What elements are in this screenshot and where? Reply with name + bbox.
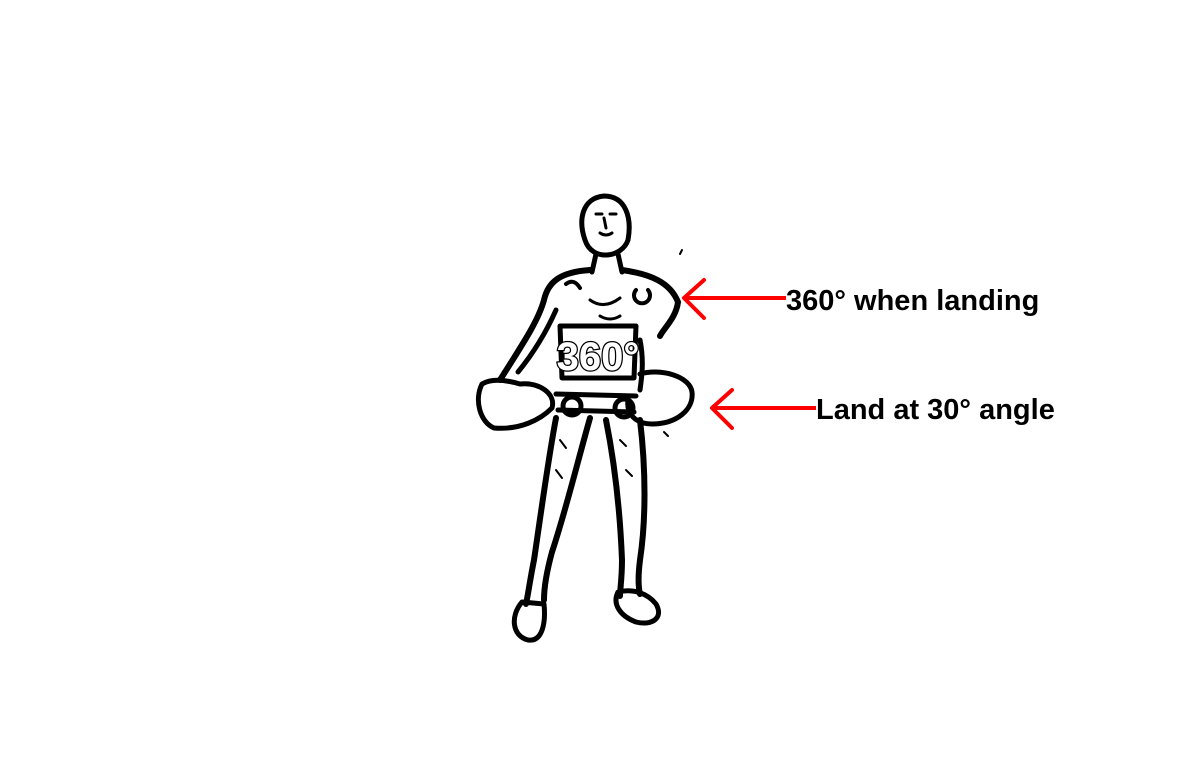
arrowhead-icon [682, 278, 706, 320]
athlete-figure-icon [476, 193, 695, 643]
arrowhead-icon [710, 388, 734, 430]
annotation-label-angle: Land at 30° angle [816, 394, 1055, 426]
annotation-shoulder: 360° when landing [682, 278, 1039, 320]
annotation-hips: Land at 30° angle [710, 388, 1055, 430]
bib-number: 360° [557, 335, 640, 379]
annotation-label-landing: 360° when landing [786, 285, 1039, 317]
